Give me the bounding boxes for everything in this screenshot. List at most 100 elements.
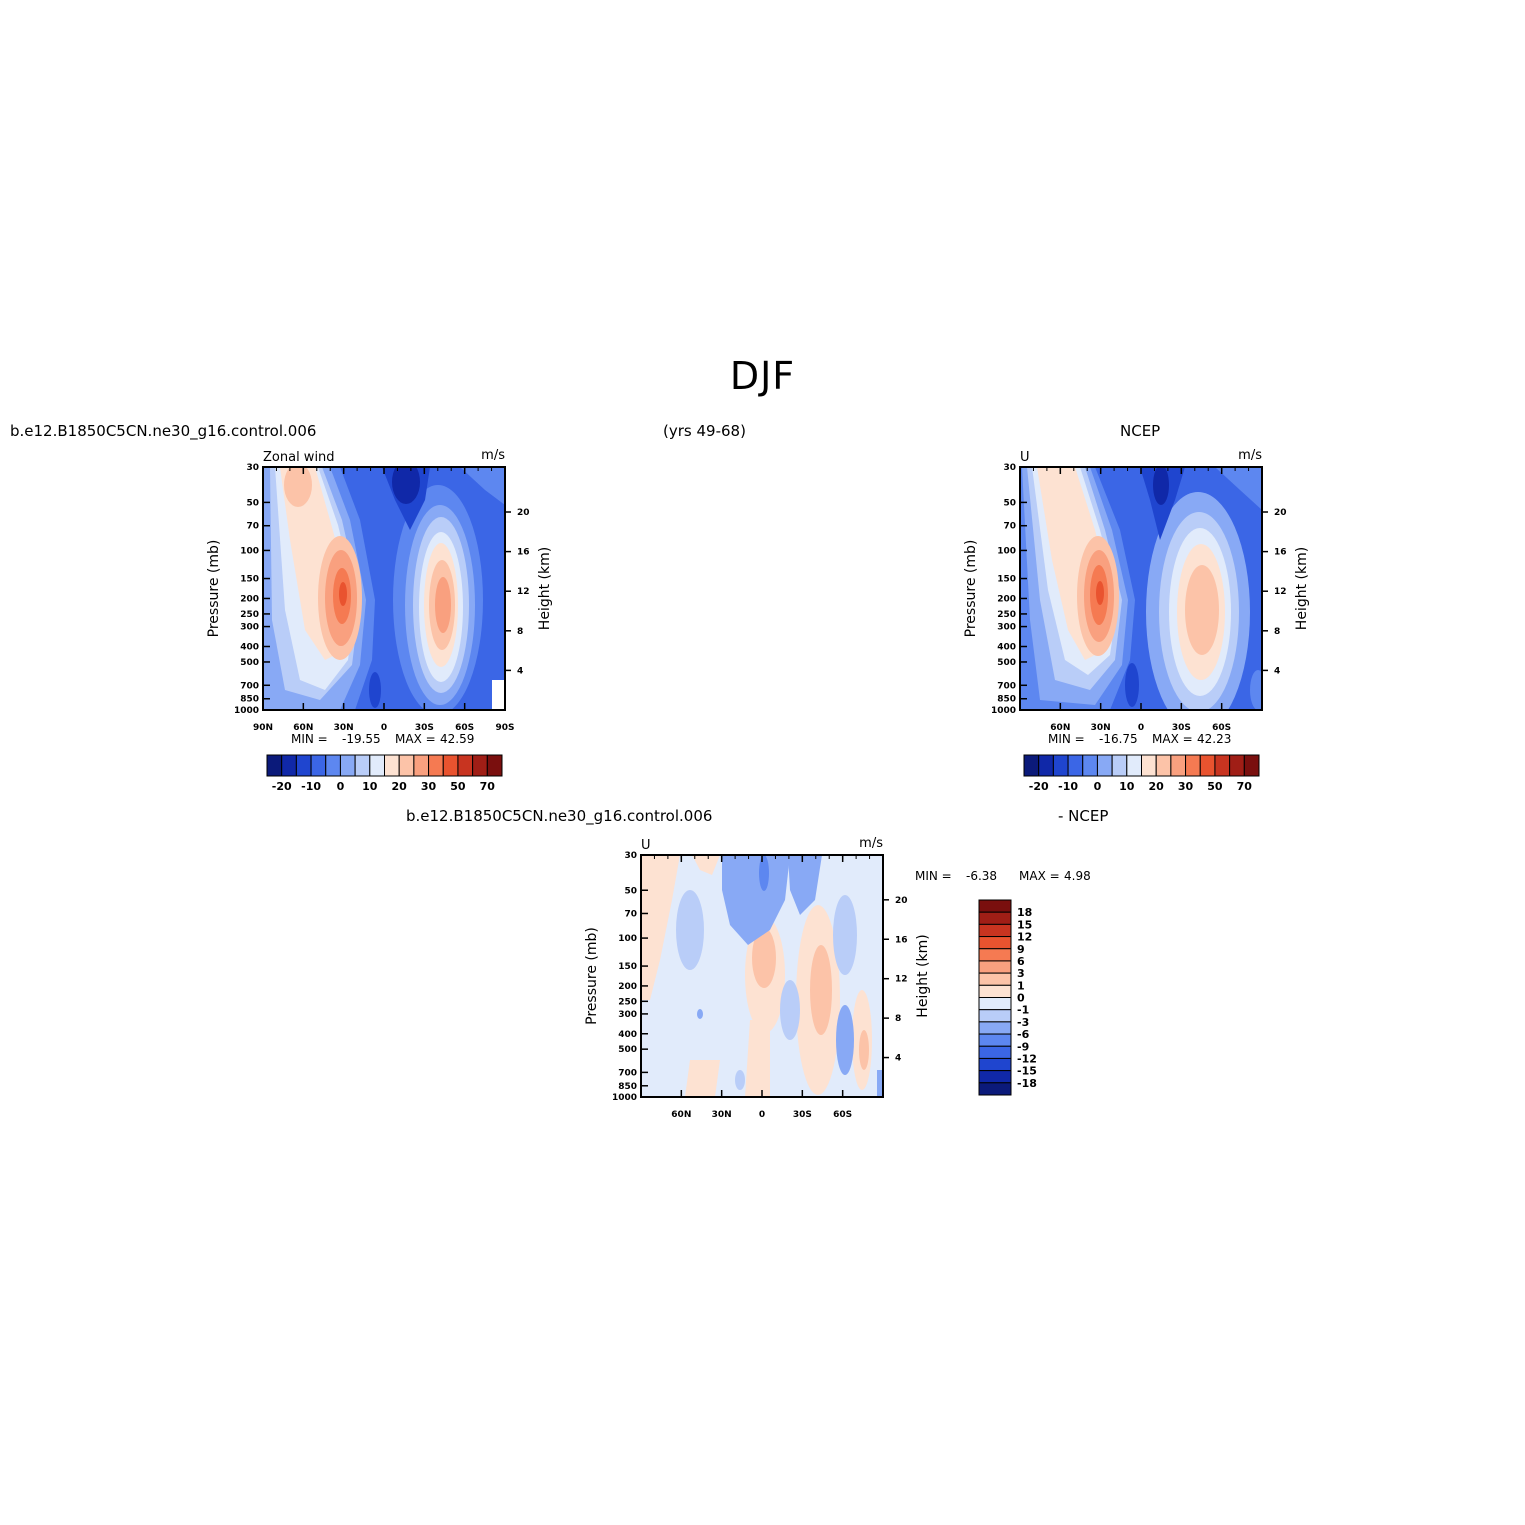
obs-colorbar-box [1111, 754, 1128, 777]
diff-ytick-label: 850 [618, 1082, 637, 1092]
diff-colorbar-label: 12 [1017, 931, 1032, 944]
diff-xtick-label: 30N [712, 1110, 732, 1120]
diff-ytick-right-label: 16 [895, 935, 908, 945]
model-ytick-label: 500 [240, 658, 259, 668]
model-ytick-label: 200 [240, 594, 259, 604]
obs-colorbar-box [1199, 754, 1216, 777]
diff-colorbar-label: 6 [1017, 955, 1025, 968]
diff-colorbar-label: -12 [1017, 1052, 1037, 1065]
model-ytick-label: 50 [246, 498, 259, 508]
obs-colorbar-box [1185, 754, 1201, 777]
model-ylabel-right: Height (km) [537, 547, 553, 630]
model-ylabel: Pressure (mb) [206, 540, 222, 638]
obs-ytick-label: 400 [997, 643, 1016, 653]
obs-xtick-label: 30S [1172, 723, 1191, 733]
obs-colorbar-box [1126, 754, 1142, 777]
model-ytick-label: 850 [240, 695, 259, 705]
model-colorbar-box [442, 754, 459, 777]
model-max-value: 42.59 [440, 732, 474, 746]
diff-xtick-label: 60N [671, 1110, 691, 1120]
panel-obs [1019, 466, 1263, 711]
model-xtick-label: 30N [334, 723, 354, 733]
obs-ytick-label: 500 [997, 658, 1016, 668]
obs-ytick-right-label: 4 [1274, 666, 1280, 676]
diff-ytick-label: 50 [624, 886, 637, 896]
obs-ytick-right-label: 8 [1274, 627, 1280, 637]
obs-sh-jet [1146, 492, 1250, 710]
model-field [263, 467, 505, 710]
model-colorbar-box [384, 754, 400, 777]
model-colorbar-label: -20 [272, 780, 292, 793]
model-sh-jet [393, 485, 483, 710]
obs-colorbar-label: 50 [1207, 780, 1223, 793]
diff-ytick-right-label: 4 [895, 1054, 901, 1064]
obs-colorbar-box [1096, 754, 1113, 777]
diff-colorbar-box [978, 923, 1012, 938]
obs-ytick-label: 850 [997, 695, 1016, 705]
obs-ylabel: Pressure (mb) [963, 540, 979, 638]
obs-colorbar-box [1170, 754, 1187, 777]
model-colorbar-box [413, 754, 430, 777]
model-xtick-label: 90N [253, 723, 273, 733]
obs-colorbar-label: -20 [1029, 780, 1049, 793]
diff-ytick-label: 700 [618, 1068, 637, 1078]
diff-colorbar-box [978, 936, 1012, 950]
diff-colorbar-box [978, 1033, 1012, 1047]
diff-colorbar-box [978, 1070, 1012, 1084]
obs-colorbar-label: 0 [1094, 780, 1102, 793]
model-colorbar-box [472, 754, 488, 777]
model-colorbar-box [428, 754, 444, 777]
diff-colorbar-label: 0 [1017, 992, 1025, 1005]
diff-colorbar-label: 1 [1017, 979, 1025, 992]
model-colorbar-box [295, 754, 312, 777]
diff-ytick-right-label: 20 [895, 896, 908, 906]
model-colorbar-label: -10 [301, 780, 321, 793]
diff-colorbar-box [978, 1082, 1012, 1096]
obs-colorbar-box [1243, 754, 1260, 777]
obs-colorbar-label: 20 [1149, 780, 1165, 793]
model-easterlies [369, 467, 505, 708]
diff-max-label: MAX = [1019, 869, 1060, 883]
obs-ytick-label: 200 [997, 594, 1016, 604]
diff-ytick-label: 70 [624, 909, 637, 919]
obs-nh-jet [1020, 467, 1135, 710]
figure-title: DJF [729, 354, 796, 398]
model-colorbar-box [457, 754, 474, 777]
obs-ylabel-right: Height (km) [1294, 547, 1310, 630]
obs-max-value: 42.23 [1197, 732, 1231, 746]
model-colorbar-box [369, 754, 385, 777]
model-xtick-label: 0 [381, 723, 387, 733]
obs-ytick-label: 100 [997, 546, 1016, 556]
diff-ytick-label: 500 [618, 1045, 637, 1055]
model-ytick-right-label: 20 [517, 508, 530, 518]
model-ytick-label: 70 [246, 522, 259, 532]
model-colorbar-label: 10 [362, 780, 378, 793]
obs-colorbar-box [1141, 754, 1157, 777]
header-obs: NCEP [1120, 422, 1161, 440]
obs-ytick-label: 150 [997, 575, 1016, 585]
obs-colorbar-box [1067, 754, 1084, 777]
model-min-label: MIN = [291, 732, 328, 746]
model-xtick-label: 90S [495, 723, 514, 733]
diff-colorbar-box [978, 960, 1012, 974]
model-ytick-label: 1000 [234, 706, 259, 716]
obs-ytick-label: 30 [1003, 463, 1016, 473]
model-colorbar-box [398, 754, 415, 777]
model-ytick-right-label: 16 [517, 548, 530, 558]
obs-field [1020, 467, 1262, 710]
model-ytick-label: 700 [240, 681, 259, 691]
diff-colorbar-label: -3 [1017, 1016, 1029, 1029]
obs-xtick-label: 30N [1091, 723, 1111, 733]
model-nh-jet [263, 467, 375, 710]
obs-easterlies [1125, 467, 1262, 710]
diff-colorbar-box [978, 972, 1012, 986]
model-colorbar-box [486, 754, 503, 777]
model-units: m/s [481, 448, 505, 463]
diff-colorbar-box [978, 911, 1012, 925]
model-xtick-label: 60S [455, 723, 474, 733]
diff-colorbar-label: -15 [1017, 1065, 1037, 1078]
model-colorbar-box [339, 754, 356, 777]
diff-colorbar-label: 15 [1017, 918, 1032, 931]
obs-min-value: -16.75 [1099, 732, 1138, 746]
diff-colorbar-box [978, 984, 1012, 998]
